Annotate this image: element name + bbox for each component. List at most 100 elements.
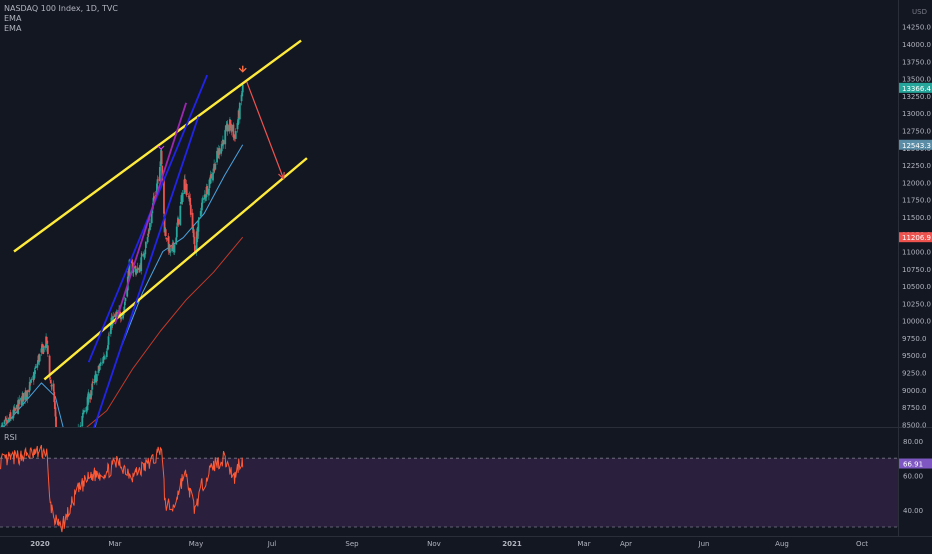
symbol-title[interactable]: NASDAQ 100 Index, 1D, TVC [4, 4, 118, 13]
time-tick-label: Aug [775, 540, 789, 548]
candle-body [116, 311, 119, 315]
marker-arrow-head [238, 67, 247, 73]
candle-body [160, 150, 163, 165]
candle-body [30, 379, 32, 383]
candle-body [191, 212, 194, 229]
rsi-value-bg [899, 458, 932, 469]
rsi-tick-label: 40.00 [903, 507, 923, 515]
candle-body [85, 407, 88, 412]
candle-body [5, 419, 8, 420]
time-axis[interactable]: 2020 Mar May Jul Sep Nov 2021 Mar Apr Jun Aug Oct [30, 540, 868, 548]
candle-body [52, 383, 55, 392]
trendlines-layer[interactable] [13, 39, 308, 429]
candle-body [98, 367, 101, 370]
time-tick-label: Apr [620, 540, 632, 548]
candle-body [189, 197, 192, 206]
candle-body [140, 254, 143, 257]
candle-body [220, 149, 223, 154]
candle-body [21, 395, 24, 406]
time-tick-label: Jun [698, 540, 710, 548]
candle-body [172, 242, 175, 249]
candle-body [173, 244, 176, 253]
candle-body [150, 213, 153, 224]
candle-body [241, 93, 244, 96]
candle-body [177, 219, 180, 225]
candle-body [46, 340, 49, 344]
projection-arrow [246, 81, 285, 180]
candle-body [238, 102, 241, 120]
candle-body [147, 233, 150, 236]
candle-body [212, 169, 215, 171]
candle-body [42, 346, 45, 353]
candle-body [86, 397, 89, 411]
candle-body [136, 267, 139, 271]
candle-body [120, 317, 123, 320]
candle-body [143, 253, 146, 257]
candle-body [38, 354, 41, 362]
candle-body [200, 202, 203, 211]
candle-body [49, 379, 52, 384]
price-tick-label: 10000.0 [902, 318, 931, 326]
candle-body [201, 199, 204, 204]
candle-body [108, 334, 111, 336]
rsi-axis[interactable]: 80.00 60.00 40.00 66.91 [899, 438, 932, 515]
ema-fast-label-bg [899, 139, 932, 150]
price-tick-label: 11500.0 [902, 214, 931, 222]
candle-body [140, 257, 143, 271]
last-price-label-bg [899, 82, 932, 93]
price-pane[interactable] [0, 0, 898, 427]
candle-body [91, 382, 94, 383]
candle-body [50, 385, 53, 387]
candle-body [30, 379, 33, 380]
candle-body [34, 370, 36, 374]
rsi-title: RSI [4, 433, 17, 442]
candle-body [51, 384, 53, 386]
candle-body [34, 366, 37, 369]
candle-body [41, 343, 44, 348]
time-tick-label: 2020 [30, 540, 50, 548]
price-tick-label: 9500.0 [902, 352, 927, 360]
price-tick-label: 11000.0 [902, 249, 931, 257]
candle-body [6, 420, 8, 424]
candle-body [161, 165, 164, 181]
candle-body [189, 204, 192, 215]
candle-body [9, 412, 12, 417]
candle-body [136, 269, 139, 273]
price-tick-label: 10250.0 [902, 300, 931, 308]
candle-body [176, 224, 179, 226]
candle-body [124, 297, 127, 302]
candle-body [197, 219, 200, 232]
candle-body [232, 124, 235, 138]
chart-legend: NASDAQ 100 Index, 1D, TVC EMA EMA [4, 4, 118, 34]
price-tick-label: 12000.0 [902, 179, 931, 187]
candle-body [228, 125, 231, 132]
candle-body [33, 372, 36, 379]
price-axis[interactable]: 14250.0 14000.0 13750.0 13500.0 13250.0 13000… [899, 24, 932, 430]
magenta-line-line [114, 102, 187, 325]
candle-body [144, 249, 147, 255]
candle-body [93, 378, 96, 384]
ema-legend-2[interactable]: EMA [4, 24, 22, 33]
rsi-band [0, 458, 898, 527]
price-tick-label: 9000.0 [902, 387, 927, 395]
candle-body [123, 306, 126, 311]
candle-body [198, 217, 200, 220]
candle-body [199, 210, 202, 217]
price-tick-label: 12750.0 [902, 127, 931, 135]
candle-body [196, 229, 199, 239]
candle-body [193, 245, 196, 253]
rsi-value-label: 66.91 [903, 461, 923, 469]
candle-body [225, 125, 228, 130]
last-price-label: 13366.4 [902, 85, 931, 93]
price-tick-label: 13500.0 [902, 76, 931, 84]
ema-fast-label: 12543.3 [902, 142, 931, 150]
candle-body [149, 222, 151, 230]
ema-legend-1[interactable]: EMA [4, 14, 22, 23]
lower-channel-line [43, 157, 308, 381]
candle-body [229, 119, 232, 129]
price-tick-label: 8750.0 [902, 404, 927, 412]
rsi-tick-label: 60.00 [903, 472, 923, 480]
candle-body [148, 230, 151, 232]
